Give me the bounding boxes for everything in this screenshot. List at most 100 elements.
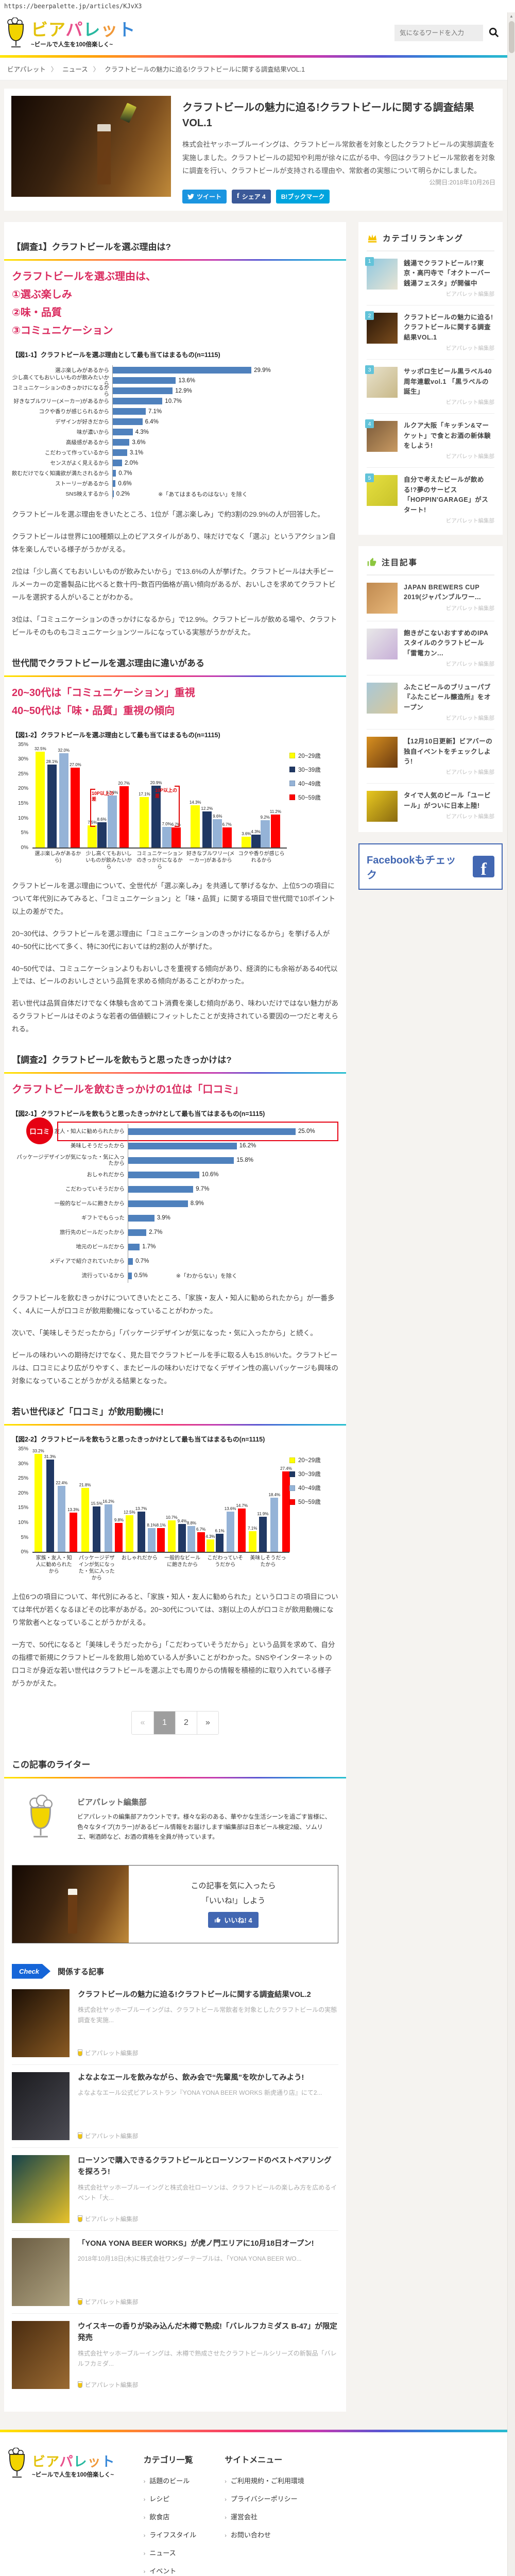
chart-row: メディアで紹介されていたから 0.7% — [12, 1254, 338, 1269]
bar-zone: 15.8% — [128, 1153, 338, 1168]
related-article[interactable]: ウイスキーの香りが染み込んだ木樽で熟成!「バレルフカミダス B-47」が限定発売… — [12, 2313, 338, 2396]
bar — [113, 429, 133, 436]
article-thumbnail — [12, 2320, 70, 2389]
sidebar-article[interactable]: 5 自分で考えたビールが飲める!?夢のサービス「HOPPIN'GARAGE」がスタ… — [365, 468, 494, 532]
horizontal-bar-chart: 家族・友人・知人に勧められたから 25.0% 口コミ 美味しそうだったから 16.2% パ… — [12, 1117, 338, 1283]
pagination-prev[interactable]: « — [132, 1711, 153, 1734]
pagination-page[interactable]: 2 — [175, 1711, 197, 1734]
category-label: センスがよく見えるから — [50, 460, 109, 466]
twitter-icon — [187, 194, 194, 199]
chart-row: こだわっていそうだから 9.7% — [12, 1182, 338, 1197]
footer-link[interactable]: › ニュース — [144, 2548, 197, 2557]
sidebar-article[interactable]: 1 銭湯でクラフトビール!?東京・高円寺で「オクトーバー銭湯フェスタ」が開催中 ビア… — [365, 251, 494, 306]
facebook-banner[interactable]: Facebookもチェック f — [358, 843, 503, 890]
red-lead-line: クラフトビールを飲むきっかけの1位は「口コミ」 — [12, 1084, 244, 1096]
bar-cell: 33.2% — [32, 1449, 44, 1552]
bar-cell: 13.3% — [67, 1450, 79, 1552]
search-input[interactable] — [394, 25, 483, 41]
facebook-share-button[interactable]: f シェア 4 — [232, 189, 271, 204]
bar — [128, 1229, 147, 1236]
article-title: 「YONA YONA BEER WORKS」が虎ノ門エリアに10月18日オープン… — [78, 2239, 314, 2248]
section-paragraphs: 上位6つの項目について、年代別にみると、「家族・知人・友人に勧められた」という口… — [12, 1591, 338, 1690]
bar-cell: 6.7% — [222, 745, 232, 848]
section-young-generation: 若い世代ほど「口コミ」が飲用動機に! 【図2-2】クラフトビールを飲もうと思った… — [4, 1397, 346, 1690]
bar — [171, 827, 181, 848]
section-heading: 【調査2】クラフトビールを飲もうと思ったきっかけは? — [4, 1045, 346, 1074]
beer-glass-icon — [7, 18, 24, 47]
footer-link[interactable]: › お問い合わせ — [225, 2530, 304, 2539]
sidebar-article[interactable]: JAPAN BREWERS CUP 2019(ジャパンブルワー... ビアパレット… — [367, 575, 494, 621]
sidebar-article[interactable]: 2 クラフトビールの魅力に迫る!クラフトビールに関する調査結果VOL.1 ビアパレッ… — [365, 306, 494, 360]
sidebar-article[interactable]: 3 サッポロ生ビール黒ラベル40周年連載vol.1 「黒ラベルの誕生」 ビアパレット… — [365, 360, 494, 414]
like-line-2: 「いいね!」しよう — [201, 1896, 266, 1906]
scrollbar[interactable]: ▲ — [507, 12, 515, 2576]
axis-tick: 35% — [18, 1446, 28, 1452]
footer-link[interactable]: › ご利用規約・ご利用環境 — [225, 2476, 304, 2485]
hatena-bookmark-button[interactable]: B!ブックマーク — [276, 189, 330, 204]
footer-logo[interactable]: ビアパレット ~ビールで人生を100倍楽しく~ — [6, 2447, 115, 2576]
sidebar-article[interactable]: 4 ルクア大阪「キッチン&マーケット」で食とお酒の新体験をしよう! ビアパレット編集… — [365, 414, 494, 468]
value-label: 2.0% — [125, 460, 139, 466]
pagination-next[interactable]: » — [197, 1711, 218, 1734]
value-label: 6.7% — [196, 1527, 206, 1532]
bar — [260, 820, 270, 848]
logo-character: ア — [46, 2453, 60, 2469]
pagination-page[interactable]: 1 — [153, 1711, 175, 1734]
bar-group: 10.7% 9.4% 8.8% 6.7% — [166, 1450, 205, 1552]
logo-character: パ — [59, 2453, 74, 2469]
footer-link[interactable]: › イベント — [144, 2566, 197, 2575]
bar — [226, 1512, 234, 1552]
article-author: ビアパレット編集部 — [445, 453, 494, 460]
value-label: 14.3% — [189, 800, 201, 805]
logo-character: ッ — [87, 2453, 101, 2469]
tweet-button[interactable]: ツイート — [182, 189, 227, 204]
beer-icon — [78, 2381, 82, 2388]
bar-zone: 16.2% — [128, 1139, 338, 1154]
sidebar-article[interactable]: タイで人気のビール「ユービール」がついに日本上陸! ビアパレット編集部 — [367, 784, 494, 829]
breadcrumb-item[interactable]: ビアパレット — [7, 66, 46, 73]
related-article[interactable]: 「YONA YONA BEER WORKS」が虎ノ門エリアに10月18日オープン… — [12, 2230, 338, 2313]
site-logo[interactable]: ビアパレット ~ビールで人生を100倍楽しく~ — [5, 18, 135, 48]
bar-cell: 11.2% — [270, 745, 281, 848]
scrollbar-up-arrow[interactable]: ▲ — [509, 14, 513, 19]
sidebar-article[interactable]: ふたこビールのブリューパブ『ふたこビール醸造所』をオープン ビアパレット編集部 — [367, 675, 494, 730]
article-body-card: 【調査1】クラフトビールを選ぶ理由は? クラフトビールを選ぶ理由は、 ①選ぶ楽しみ… — [4, 222, 346, 2412]
category-label: パッケージデザインが気になった・気に入ったから — [16, 1154, 125, 1167]
footer-link[interactable]: › 運営会社 — [225, 2512, 304, 2521]
footer-link-label: イベント — [149, 2567, 177, 2575]
article-excerpt: 2018年10月18日(木)に株式会社ワンダーテーブルは、「YONA YONA … — [78, 2255, 302, 2263]
like-button[interactable]: いいね! 4 — [208, 1912, 259, 1928]
value-label: 18.4% — [268, 1493, 281, 1498]
category-label: おしゃれだから — [87, 1172, 125, 1178]
bar-cell: 9.8% — [114, 1450, 124, 1552]
related-article[interactable]: ローソンで購入できるクラフトビールとローソンフードのベストペアリングを探ろう! 株… — [12, 2147, 338, 2230]
article-author: ビアパレット編集部 — [445, 517, 494, 524]
bar — [213, 819, 222, 848]
search-button[interactable] — [488, 27, 500, 40]
bar — [93, 1506, 101, 1552]
sidebar-article[interactable]: 【12月10日更新】ビアバーの独自イベントをチェックしよう! ビアパレット編集部 — [367, 730, 494, 784]
footer-link[interactable]: › ライフスタイル — [144, 2530, 197, 2539]
scrollbar-thumb[interactable] — [508, 21, 514, 53]
bar-cell: 18.4% — [268, 1450, 280, 1552]
related-article[interactable]: よなよなエールを飲みながら、飲み会で“先輩風”を吹かしてみよう! よなよなエール公… — [12, 2064, 338, 2147]
breadcrumb-item[interactable]: ニュース — [62, 66, 88, 73]
sidebar-article[interactable]: 飽きがこないおすすめのIPAスタイルのクラフトビール「雷電カン... ビアパレット… — [367, 621, 494, 676]
footer-link[interactable]: › 話題のビール — [144, 2476, 197, 2485]
figure-title: 【図2-2】クラフトビールを飲もうと思ったきっかけとして最も当てはまるもの(n=… — [12, 1436, 265, 1444]
category-label: 旅行先のビールだったから — [60, 1229, 125, 1236]
axis-tick: 35% — [18, 741, 28, 748]
footer-link[interactable]: › レシピ — [144, 2494, 197, 2503]
figure-title: 【図2-1】クラフトビールを飲もうと思ったきっかけとして最も当てはまるもの(n=… — [12, 1110, 265, 1118]
footer-link[interactable]: › 飲食店 — [144, 2512, 197, 2521]
bar-cell: 7.1% — [248, 1450, 257, 1552]
bar-zone: 9.7% — [128, 1182, 338, 1197]
footer-link[interactable]: › プライバシーポリシー — [225, 2494, 304, 2503]
related-article[interactable]: クラフトビールの魅力に迫る!クラフトビールに関する調査結果VOL.2 株式会社ヤッ… — [12, 1982, 338, 2064]
section-generation-gap: 世代間でクラフトビールを選ぶ理由に違いがある 20~30代は「コミュニケーション… — [4, 649, 346, 1037]
value-label: 8.1% — [156, 1522, 166, 1528]
bar — [148, 1528, 156, 1552]
value-label: 13.7% — [135, 1506, 147, 1511]
bar — [128, 1272, 132, 1279]
bar — [58, 1486, 66, 1552]
